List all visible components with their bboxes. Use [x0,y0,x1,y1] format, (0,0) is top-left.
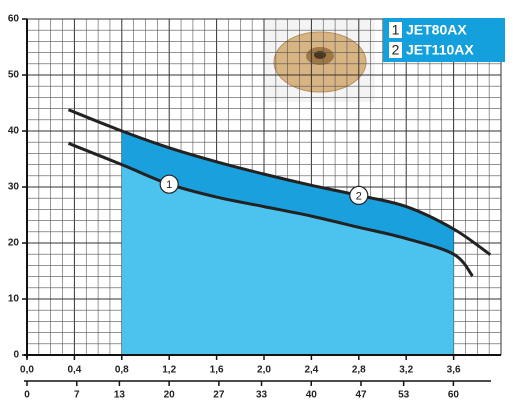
x-tick-label: 0,8 [115,365,129,376]
curve-marker [159,174,179,194]
x-tick-label: 0,0 [20,365,34,376]
x2-tick-label: 53 [398,390,410,401]
pump-curve [67,141,474,278]
y-tick-label: 20 [8,238,20,249]
legend-label: JET80AX [406,22,467,38]
legend-swatch [389,22,402,38]
legend-swatch [389,42,402,58]
x2-tick-label: 7 [74,390,80,401]
x-tick-label: 2,0 [257,365,271,376]
x-tick-label: 0,4 [67,365,81,376]
legend-label: JET110AX [406,42,474,58]
curve-marker-label: 1 [166,179,172,191]
x-tick-label: 2,4 [304,365,318,376]
x2-tick-label: 13 [114,390,126,401]
legend-number: 2 [392,42,400,58]
x-tick-label: 1,6 [210,365,224,376]
pump-curve [67,108,492,256]
y-tick-label: 0 [13,350,19,361]
x-tick-label: 1,2 [162,365,176,376]
operating-band [121,131,454,255]
x2-tick-label: 0 [24,390,30,401]
curve-marker-label: 2 [356,190,362,202]
y-tick-label: 60 [8,14,20,25]
operating-area [121,164,454,355]
x2-tick-label: 40 [306,390,318,401]
curve-marker [349,185,369,205]
x-tick-label: 3,2 [399,365,413,376]
y-tick-label: 50 [8,70,20,81]
legend: 1 JET80AX 2 JET110AX [383,18,505,62]
data [121,131,454,355]
y-tick-label: 10 [8,294,20,305]
x2-tick-label: 20 [164,390,176,401]
y-tick-label: 30 [8,182,20,193]
legend-box [383,18,505,62]
x-tick-label: 3,6 [447,365,461,376]
x2-tick-label: 33 [256,390,268,401]
y-tick-label: 40 [8,126,20,137]
x2-tick-label: 27 [213,390,225,401]
impeller-hole [314,51,326,59]
x2-tick-label: 60 [448,390,460,401]
x-tick-label: 2,8 [352,365,366,376]
impeller-photo [265,20,375,102]
x2-tick-label: 47 [355,390,367,401]
legend-number: 1 [392,22,400,38]
